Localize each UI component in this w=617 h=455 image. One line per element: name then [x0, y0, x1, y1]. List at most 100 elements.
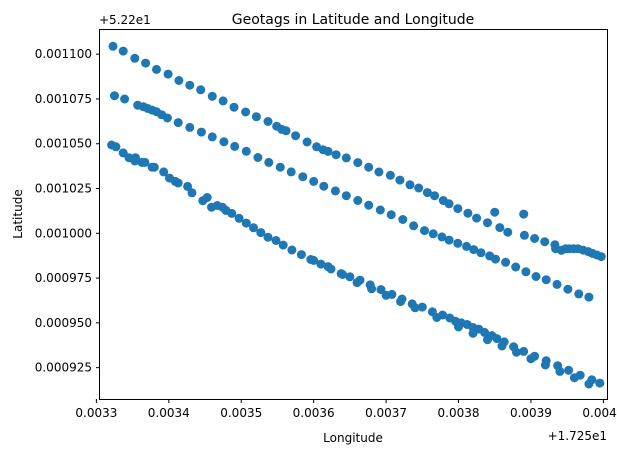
data-point-71 — [207, 132, 217, 142]
data-point-105 — [552, 279, 562, 289]
y-tick-label-6: 0.001075 — [35, 92, 92, 106]
y-axis-ticks: 0.000925 0.000950 0.000975 0.001000 0.001025… — [35, 47, 100, 375]
data-point-181 — [410, 303, 420, 313]
data-point-172 — [140, 157, 150, 167]
x-tick-label-5: 0.0038 — [438, 406, 480, 420]
y-axis-offset-label: +5.22e1 — [99, 13, 151, 27]
data-point-95 — [462, 241, 471, 251]
data-point-35 — [444, 199, 454, 209]
data-point-173 — [149, 162, 159, 172]
data-point-5 — [163, 69, 173, 79]
x-tick-label-3: 0.0036 — [293, 406, 335, 420]
data-point-102 — [521, 267, 531, 277]
data-point-1 — [118, 46, 128, 56]
data-point-92 — [437, 232, 447, 242]
data-point-3 — [141, 58, 151, 68]
data-point-178 — [367, 284, 377, 294]
data-point-73 — [230, 141, 240, 151]
data-point-42 — [519, 230, 529, 240]
data-point-33 — [430, 191, 440, 201]
data-point-128 — [227, 208, 237, 218]
data-point-67 — [162, 113, 172, 123]
data-point-86 — [375, 205, 385, 215]
data-point-97 — [476, 248, 486, 258]
data-point-110 — [111, 142, 121, 152]
data-point-158 — [480, 327, 490, 337]
y-tick-label-0: 0.000925 — [35, 361, 92, 375]
data-point-94 — [453, 238, 463, 248]
data-point-121 — [187, 188, 197, 198]
data-point-19 — [302, 137, 312, 147]
data-point-91 — [428, 229, 438, 239]
data-point-175 — [323, 262, 333, 272]
data-point-87 — [386, 210, 396, 220]
data-point-76 — [264, 157, 274, 167]
data-point-10 — [218, 96, 228, 106]
x-axis-offset-label: +1.725e1 — [548, 429, 607, 443]
data-point-80 — [309, 176, 319, 186]
data-point-17 — [281, 126, 291, 136]
data-point-32 — [422, 188, 432, 198]
x-tick-label-6: 0.0039 — [510, 406, 552, 420]
data-point-185 — [483, 335, 492, 345]
data-point-171 — [131, 153, 140, 163]
data-point-108 — [584, 292, 594, 302]
data-point-83 — [341, 191, 351, 201]
data-point-60 — [120, 94, 130, 104]
data-point-4 — [152, 64, 161, 74]
data-point-190 — [555, 366, 565, 376]
data-point-44 — [540, 237, 550, 247]
y-axis-label: Latitude — [11, 189, 25, 238]
data-point-93 — [444, 235, 454, 245]
data-point-183 — [454, 322, 463, 332]
data-point-160 — [492, 334, 502, 344]
data-point-82 — [330, 186, 340, 196]
data-point-149 — [417, 302, 427, 312]
y-tick-label-2: 0.000975 — [35, 271, 92, 285]
data-point-137 — [296, 250, 306, 260]
data-point-13 — [251, 112, 261, 122]
data-point-39 — [483, 218, 492, 228]
data-point-81 — [319, 181, 329, 191]
data-point-11 — [229, 102, 239, 112]
data-point-131 — [249, 223, 258, 233]
y-tick-label-7: 0.001100 — [35, 47, 92, 61]
y-tick-label-4: 0.001025 — [35, 182, 92, 196]
data-point-174 — [309, 255, 319, 265]
data-point-136 — [287, 245, 297, 255]
data-point-139 — [316, 259, 326, 269]
data-point-120 — [183, 181, 193, 191]
data-point-43 — [530, 234, 540, 243]
data-point-186 — [497, 341, 507, 351]
x-tick-label-0: 0.0033 — [75, 406, 117, 420]
data-point-36 — [453, 204, 463, 214]
plot-area-frame — [99, 29, 608, 400]
data-point-182 — [432, 313, 442, 322]
x-tick-label-4: 0.0037 — [365, 406, 407, 420]
data-point-38 — [472, 213, 482, 223]
y-tick-label-3: 0.001000 — [35, 226, 92, 240]
data-point-101 — [511, 262, 521, 272]
data-point-99 — [491, 254, 500, 264]
data-point-135 — [278, 240, 288, 250]
data-point-107 — [574, 289, 584, 299]
data-point-180 — [396, 297, 406, 307]
data-point-59 — [110, 91, 119, 101]
data-point-31 — [414, 183, 424, 193]
data-point-47 — [490, 207, 500, 217]
data-point-8 — [196, 85, 206, 95]
data-point-133 — [263, 232, 273, 242]
data-point-130 — [241, 218, 251, 228]
data-point-41 — [503, 227, 513, 237]
data-point-68 — [173, 118, 183, 128]
x-tick-label-2: 0.0035 — [220, 406, 262, 420]
data-point-24 — [341, 153, 351, 163]
data-point-84 — [353, 196, 363, 205]
data-point-119 — [173, 178, 183, 188]
data-point-188 — [526, 354, 536, 364]
data-point-104 — [541, 275, 551, 285]
data-point-142 — [345, 272, 355, 282]
x-axis-label: Longitude — [323, 431, 383, 445]
